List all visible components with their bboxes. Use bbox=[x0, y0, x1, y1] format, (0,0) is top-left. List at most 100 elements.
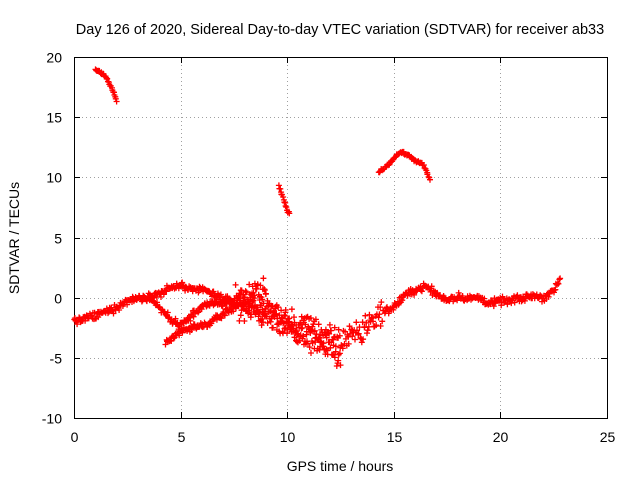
data-point-series-4 bbox=[113, 98, 120, 105]
data-point-series-1 bbox=[260, 300, 267, 307]
data-point-series-3 bbox=[259, 296, 266, 303]
data-point-series-5 bbox=[283, 204, 290, 211]
data-point-series-2 bbox=[318, 339, 325, 346]
data-point-series-3 bbox=[187, 317, 194, 324]
y-tick-label: 20 bbox=[46, 50, 62, 66]
data-point-series-2 bbox=[260, 319, 267, 326]
data-point-series-1 bbox=[288, 306, 295, 313]
data-point-series-2 bbox=[274, 315, 281, 322]
data-point-series-2 bbox=[265, 309, 272, 316]
data-point-series-1 bbox=[481, 295, 488, 302]
data-point-series-2 bbox=[218, 315, 225, 322]
data-point-series-2 bbox=[303, 331, 310, 338]
data-point-series-1 bbox=[345, 340, 352, 347]
data-point-series-1 bbox=[307, 315, 314, 321]
data-point-series-1 bbox=[339, 345, 346, 352]
y-tick-label: 15 bbox=[46, 110, 62, 126]
x-tick-label: 10 bbox=[280, 429, 296, 445]
y-tick-label: -5 bbox=[50, 351, 63, 367]
data-point-series-3 bbox=[234, 294, 240, 301]
data-point-series-2 bbox=[217, 314, 224, 321]
data-point-series-1 bbox=[74, 321, 81, 328]
data-point-series-1 bbox=[359, 319, 366, 326]
data-point-series-1 bbox=[411, 291, 418, 298]
data-point-series-2 bbox=[315, 335, 322, 342]
data-point-series-1 bbox=[366, 311, 373, 318]
data-point-series-2 bbox=[330, 342, 337, 349]
data-point-series-1 bbox=[437, 292, 444, 299]
data-point-series-1 bbox=[349, 333, 356, 340]
data-point-series-2 bbox=[208, 320, 215, 327]
data-point-series-1 bbox=[322, 326, 329, 333]
x-tick-label: 20 bbox=[493, 429, 509, 445]
data-point-series-1 bbox=[377, 323, 384, 329]
data-point-series-1 bbox=[331, 324, 338, 331]
data-point-series-1 bbox=[354, 327, 360, 334]
data-point-series-1 bbox=[418, 288, 425, 295]
data-point-series-5 bbox=[277, 185, 284, 192]
data-point-series-2 bbox=[327, 344, 334, 351]
data-point-series-2 bbox=[247, 314, 254, 321]
data-point-series-2 bbox=[273, 310, 280, 317]
data-point-series-3 bbox=[242, 288, 249, 295]
x-tick-label: 0 bbox=[71, 429, 79, 445]
data-point-series-2 bbox=[230, 308, 237, 315]
data-point-series-1 bbox=[555, 280, 562, 287]
data-point-series-2 bbox=[253, 308, 260, 315]
y-axis-ticks: -10 -5 0 5 10 15 20 bbox=[42, 50, 607, 427]
data-point-series-1 bbox=[158, 294, 164, 300]
data-point-series-1 bbox=[368, 315, 375, 322]
data-point-series-1 bbox=[370, 318, 377, 325]
data-point-series-1 bbox=[353, 319, 360, 326]
data-point-series-1 bbox=[310, 321, 317, 328]
data-point-series-1 bbox=[281, 312, 288, 318]
data-point-series-3 bbox=[261, 286, 268, 293]
data-point-series-2 bbox=[335, 351, 342, 358]
data-point-series-2 bbox=[324, 347, 330, 354]
data-point-series-1 bbox=[413, 288, 420, 295]
data-point-series-2 bbox=[286, 318, 293, 325]
data-point-series-3 bbox=[262, 291, 269, 298]
data-point-series-1 bbox=[326, 330, 333, 337]
data-point-series-5 bbox=[282, 203, 289, 209]
data-point-series-2 bbox=[176, 332, 183, 339]
data-point-series-1 bbox=[373, 322, 380, 329]
data-point-series-2 bbox=[291, 319, 298, 326]
x-tick-label: 25 bbox=[600, 429, 616, 445]
data-point-series-1 bbox=[110, 310, 117, 317]
data-point-series-2 bbox=[337, 362, 344, 369]
data-point-series-2 bbox=[332, 348, 339, 355]
data-point-series-1 bbox=[360, 336, 367, 343]
data-point-series-1 bbox=[355, 330, 362, 337]
y-tick-label: -10 bbox=[42, 411, 62, 427]
data-point-series-1 bbox=[328, 327, 335, 334]
data-point-series-2 bbox=[306, 344, 313, 351]
data-point-series-3 bbox=[198, 306, 205, 313]
data-point-series-3 bbox=[190, 313, 197, 320]
data-point-series-2 bbox=[317, 338, 324, 345]
data-point-series-2 bbox=[305, 325, 312, 331]
data-point-series-1 bbox=[82, 317, 89, 324]
x-axis-ticks: 0 5 10 15 20 25 bbox=[71, 57, 616, 445]
y-tick-label: 10 bbox=[46, 170, 62, 186]
data-point-series-3 bbox=[253, 285, 260, 292]
data-point-series-2 bbox=[281, 319, 287, 326]
data-point-series-1 bbox=[275, 304, 282, 311]
data-point-series-2 bbox=[298, 325, 305, 332]
data-point-series-1 bbox=[511, 299, 518, 306]
data-point-series-1 bbox=[299, 324, 306, 331]
data-point-series-2 bbox=[308, 350, 314, 356]
data-point-series-1 bbox=[379, 318, 386, 325]
data-point-series-2 bbox=[293, 338, 300, 345]
data-point-series-3 bbox=[176, 323, 183, 330]
data-point-series-2 bbox=[267, 318, 274, 325]
data-point-series-2 bbox=[270, 324, 276, 331]
data-points bbox=[71, 66, 564, 369]
data-point-series-1 bbox=[335, 326, 342, 333]
data-point-series-1 bbox=[217, 291, 224, 298]
data-point-series-2 bbox=[237, 312, 244, 319]
data-point-series-2 bbox=[254, 304, 261, 311]
data-point-series-4 bbox=[112, 95, 119, 102]
data-point-series-1 bbox=[546, 290, 553, 297]
data-point-series-2 bbox=[333, 363, 340, 369]
